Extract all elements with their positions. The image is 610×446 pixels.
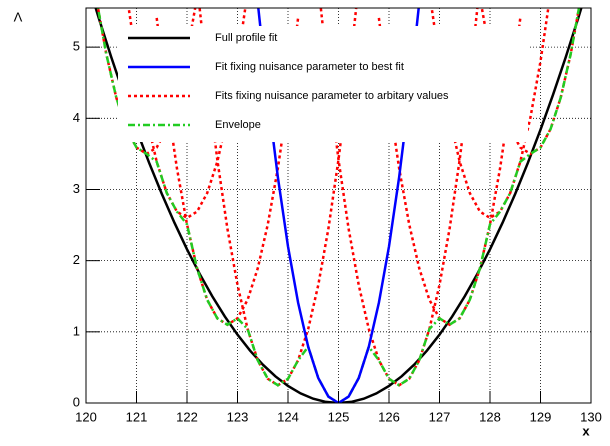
x-tick-label: 123 [227, 409, 249, 424]
x-axis-title: x [582, 423, 590, 438]
x-tick-label: 120 [75, 409, 97, 424]
y-tick-label: 1 [73, 323, 80, 338]
y-tick-label: 2 [73, 252, 80, 267]
y-tick-label: 4 [73, 110, 80, 125]
x-tick-label: 126 [378, 409, 400, 424]
legend-label: Fit fixing nuisance parameter to best fi… [215, 61, 404, 73]
y-tick-label: 0 [73, 394, 80, 409]
x-tick-label: 124 [277, 409, 299, 424]
x-tick-label: 122 [176, 409, 198, 424]
x-tick-label: 129 [530, 409, 552, 424]
legend-box [118, 26, 528, 142]
y-tick-label: 5 [73, 39, 80, 54]
curve [96, 8, 581, 403]
x-tick-label: 130 [580, 409, 602, 424]
curve [257, 8, 420, 403]
legend: Full profile fit Fit fixing nuisance para… [128, 32, 449, 131]
legend-label: Fits fixing nuisance parameter to arbita… [215, 90, 449, 102]
x-tick-label: 125 [328, 409, 350, 424]
y-axis-title: Λ [14, 9, 23, 24]
plot-area [94, 8, 583, 403]
y-tick-label: 3 [73, 181, 80, 196]
legend-label: Full profile fit [215, 32, 277, 44]
legend-label: Envelope [215, 119, 261, 131]
curve [94, 8, 583, 403]
x-tick-label: 128 [479, 409, 501, 424]
x-tick-label: 127 [429, 409, 451, 424]
x-tick-label: 121 [126, 409, 148, 424]
